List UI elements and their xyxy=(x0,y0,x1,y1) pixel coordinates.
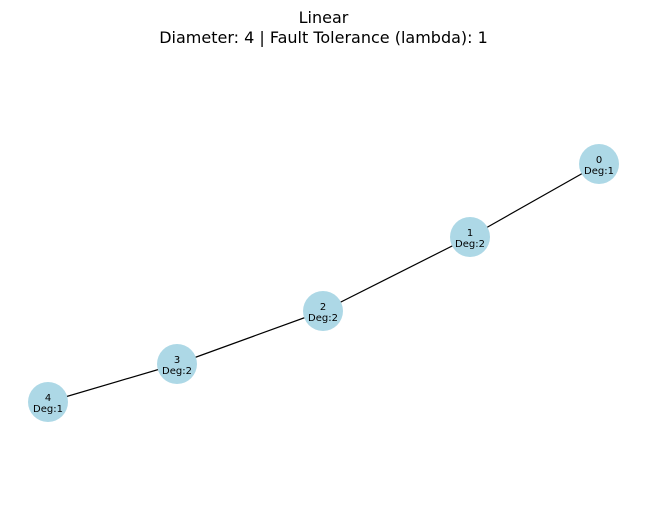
node-id-label: 0 xyxy=(596,155,602,166)
node-degree-label: Deg:2 xyxy=(308,313,338,324)
edge-1-2 xyxy=(322,236,471,312)
node-circle xyxy=(157,344,197,384)
edge-2-3 xyxy=(176,310,324,365)
node-degree-label: Deg:1 xyxy=(584,166,614,177)
edge-layer xyxy=(47,163,600,403)
edge-3-4 xyxy=(47,363,178,403)
node-circle xyxy=(450,217,490,257)
diagram-subtitle: Diameter: 4 | Fault Tolerance (lambda): … xyxy=(159,28,488,47)
diagram-title: Linear xyxy=(298,8,349,27)
node-circle xyxy=(28,382,68,422)
edge-0-1 xyxy=(469,163,600,238)
node-circle xyxy=(303,291,343,331)
node-degree-label: Deg:2 xyxy=(455,239,485,250)
figure-title: Linear Diameter: 4 | Fault Tolerance (la… xyxy=(0,8,647,48)
node-degree-label: Deg:1 xyxy=(33,404,63,415)
node-id-label: 3 xyxy=(174,355,180,366)
node-degree-label: Deg:2 xyxy=(162,366,192,377)
node-circle xyxy=(579,144,619,184)
node-id-label: 4 xyxy=(45,393,51,404)
node-id-label: 1 xyxy=(467,228,473,239)
node-id-label: 2 xyxy=(320,302,326,313)
